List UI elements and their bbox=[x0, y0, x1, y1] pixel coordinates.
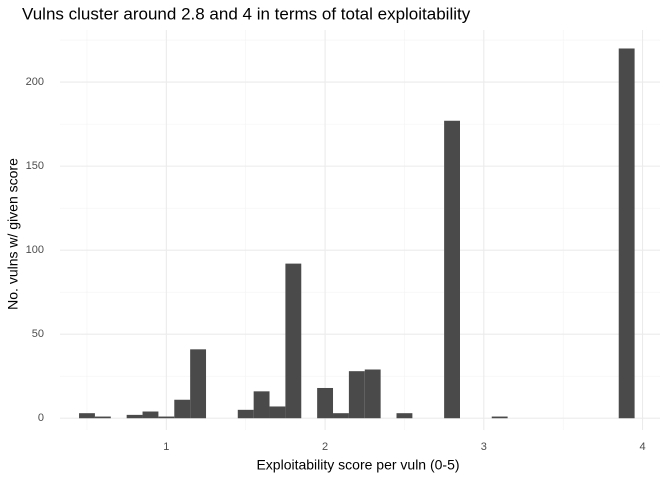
x-axis-label: Exploitability score per vuln (0-5) bbox=[256, 457, 459, 473]
bar bbox=[253, 391, 270, 419]
y-tick-label: 200 bbox=[26, 76, 44, 88]
bar bbox=[237, 409, 254, 419]
bar bbox=[269, 406, 286, 419]
bar bbox=[79, 413, 95, 419]
bar bbox=[142, 411, 159, 419]
bar bbox=[396, 413, 413, 419]
y-tick-label: 50 bbox=[32, 328, 44, 340]
bar bbox=[491, 416, 508, 419]
y-axis-label: No. vulns w/ given score bbox=[5, 158, 21, 310]
x-tick-label: 1 bbox=[163, 441, 169, 453]
bar bbox=[158, 416, 175, 419]
x-tick-label: 2 bbox=[322, 441, 328, 453]
bar bbox=[444, 120, 460, 419]
bar bbox=[126, 414, 143, 419]
y-tick-label: 150 bbox=[26, 160, 44, 172]
bar bbox=[94, 416, 111, 419]
bar bbox=[317, 387, 334, 419]
bar bbox=[285, 263, 302, 419]
x-tick-label: 3 bbox=[481, 441, 487, 453]
chart-title: Vulns cluster around 2.8 and 4 in terms … bbox=[22, 4, 471, 23]
bar bbox=[618, 48, 635, 419]
y-tick-label: 0 bbox=[38, 412, 44, 424]
bar bbox=[348, 371, 365, 419]
x-tick-label: 4 bbox=[639, 441, 645, 453]
y-tick-label: 100 bbox=[26, 244, 44, 256]
bar bbox=[364, 369, 381, 419]
bar bbox=[333, 413, 349, 419]
bar bbox=[174, 399, 191, 419]
bar bbox=[190, 349, 207, 419]
